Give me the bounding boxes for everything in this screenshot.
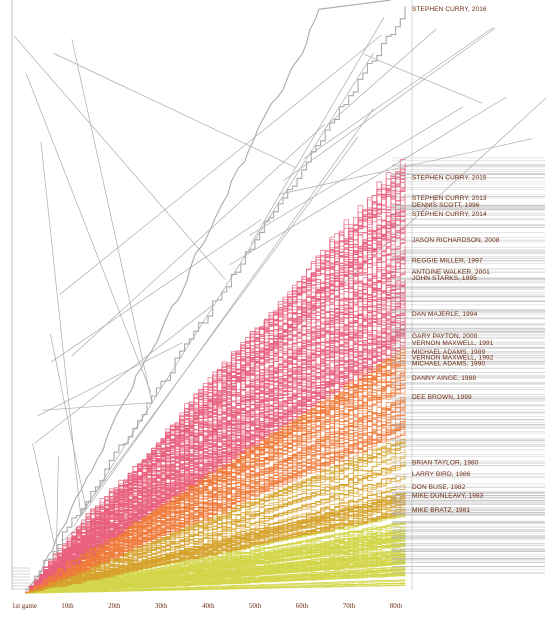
season-line (25, 573, 406, 594)
player-labels[interactable]: STEPHEN CURRY, 2016 STEPHEN CURRY, 2015 ST… (412, 6, 500, 514)
player-label[interactable]: DANNY AINGE, 1988 (412, 375, 476, 382)
voronoi-edge (73, 52, 374, 527)
x-tick-label: 60th (296, 602, 309, 610)
season-line-highlight (25, 369, 397, 594)
season-line (25, 440, 406, 594)
season-line-highlight (25, 362, 397, 594)
season-line (25, 491, 406, 594)
season-line-highlight (25, 281, 397, 594)
season-line-highlight (25, 226, 397, 593)
voronoi-edge (59, 34, 382, 295)
voronoi-edge (50, 333, 87, 508)
x-tick-label: 10th (61, 602, 74, 610)
player-label[interactable]: GARY PAYTON, 2000 (412, 333, 478, 340)
player-label[interactable]: STEPHEN CURRY, 2016 (412, 6, 487, 13)
voronoi-edge (282, 27, 496, 182)
player-label[interactable]: MIKE BRATZ, 1981 (412, 507, 470, 514)
player-label[interactable]: MICHAEL ADAMS, 1989 (412, 349, 485, 356)
season-line (25, 420, 406, 594)
voronoi-edge (13, 35, 226, 280)
season-line (25, 582, 406, 594)
player-label[interactable]: STEPHEN CURRY, 2014 (412, 211, 487, 218)
voronoi-edge (81, 108, 374, 516)
player-label[interactable]: STEPHEN CURRY, 2015 (412, 175, 487, 182)
player-label[interactable]: LARRY BIRD, 1986 (412, 471, 471, 478)
x-tick-label: 40th (202, 602, 215, 610)
player-label[interactable]: DAN MAJERLE, 1994 (412, 311, 478, 318)
x-axis: 1st game 10th 20th 30th 40th 50th 60th 70th 80th (12, 602, 403, 610)
voronoi-backbone (27, 0, 392, 589)
season-line (25, 539, 406, 594)
voronoi-edge (326, 28, 437, 127)
season-line (25, 540, 406, 594)
season-line-highlight (25, 384, 397, 594)
season-line-highlight (25, 477, 397, 594)
end-stubs (12, 157, 545, 590)
season-line (25, 395, 406, 594)
player-label[interactable]: VERNON MAXWELL, 1992 (412, 355, 494, 362)
season-line-highlight (25, 347, 397, 594)
season-line (25, 158, 406, 594)
season-line (25, 474, 406, 594)
player-label[interactable]: MIKE DUNLEAVY, 1983 (412, 493, 484, 500)
voronoi-edge (363, 53, 483, 104)
voronoi-edge (229, 96, 507, 266)
voronoi-edge (71, 124, 326, 357)
voronoi-edge (53, 53, 296, 168)
x-tick-label: 70th (343, 602, 356, 610)
season-line (25, 560, 406, 594)
voronoi-edge (55, 456, 59, 557)
x-tick-label: 80th (390, 602, 403, 610)
season-line (25, 208, 406, 594)
voronoi-edge (303, 27, 494, 160)
season-line-highlight (25, 511, 397, 594)
player-label[interactable]: JOHN STARKS, 1995 (412, 275, 477, 282)
player-label[interactable]: DENNIS SCOTT, 1996 (412, 202, 480, 209)
player-label[interactable]: VERNON MAXWELL, 1991 (412, 340, 494, 347)
season-lines (25, 6, 406, 594)
player-label[interactable]: MICHAEL ADAMS, 1990 (412, 361, 485, 368)
season-line-highlight (25, 403, 397, 594)
season-line-highlight (25, 248, 397, 594)
player-label[interactable]: DEE BROWN, 1999 (412, 394, 472, 401)
voronoi-edge (278, 138, 533, 195)
voronoi-edge (249, 106, 464, 236)
voronoi-edge (81, 136, 359, 512)
x-tick-label: 1st game (12, 602, 37, 610)
season-line-highlight (25, 6, 406, 591)
voronoi-edge (34, 305, 213, 444)
season-line (25, 545, 406, 594)
voronoi-edge (37, 342, 183, 417)
x-tick-label: 30th (155, 602, 168, 610)
voronoi-edge (40, 142, 82, 516)
voronoi-edge (51, 219, 262, 363)
player-label[interactable]: JASON RICHARDSON, 2008 (412, 237, 500, 244)
season-line-highlight (25, 488, 396, 594)
player-label[interactable]: STEPHEN CURRY, 2013 (412, 195, 487, 202)
player-label[interactable]: DON BUSE, 1982 (412, 484, 466, 491)
voronoi-edge (42, 402, 151, 411)
voronoi-edge (250, 17, 385, 245)
x-tick-label: 50th (249, 602, 262, 610)
season-line (25, 534, 406, 594)
voronoi-edge (71, 39, 153, 404)
x-tick-label: 20th (108, 602, 121, 610)
season-line (25, 568, 406, 594)
player-label[interactable]: BRIAN TAYLOR, 1980 (412, 459, 479, 466)
player-label[interactable]: REGGIE MILLER, 1997 (412, 257, 483, 264)
season-line-highlight (25, 317, 397, 594)
player-label[interactable]: ANTOINE WALKER, 2001 (412, 269, 490, 276)
voronoi-edge (32, 443, 55, 546)
voronoi-edge (25, 72, 152, 393)
